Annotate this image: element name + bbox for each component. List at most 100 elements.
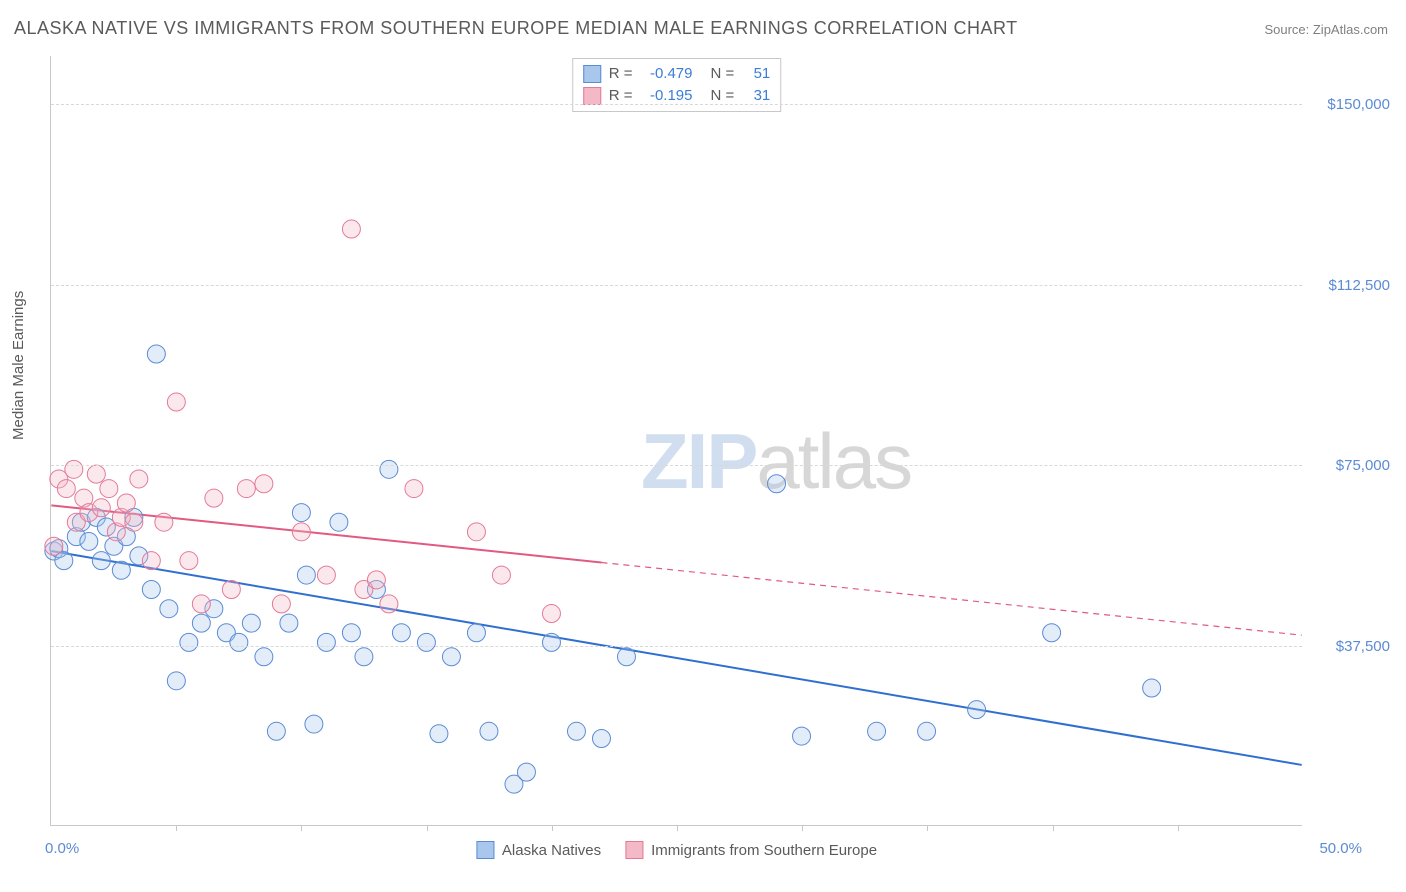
data-point-alaska bbox=[112, 561, 130, 579]
data-point-alaska bbox=[592, 729, 610, 747]
x-tick bbox=[802, 825, 803, 831]
y-tick-label: $75,000 bbox=[1310, 457, 1390, 474]
data-point-seurope bbox=[100, 480, 118, 498]
data-point-seurope bbox=[180, 552, 198, 570]
chart-title: ALASKA NATIVE VS IMMIGRANTS FROM SOUTHER… bbox=[14, 18, 1018, 39]
data-point-alaska bbox=[267, 722, 285, 740]
data-point-alaska bbox=[160, 600, 178, 618]
data-point-alaska bbox=[280, 614, 298, 632]
source-label: Source: ZipAtlas.com bbox=[1264, 22, 1388, 37]
data-point-alaska bbox=[167, 672, 185, 690]
y-axis-label: Median Male Earnings bbox=[10, 291, 27, 440]
stat-r-value: -0.479 bbox=[641, 63, 693, 85]
legend-swatch bbox=[583, 87, 601, 105]
data-point-alaska bbox=[355, 648, 373, 666]
data-point-seurope bbox=[342, 220, 360, 238]
data-point-alaska bbox=[793, 727, 811, 745]
x-tick bbox=[427, 825, 428, 831]
data-point-alaska bbox=[567, 722, 585, 740]
legend-item: Immigrants from Southern Europe bbox=[625, 841, 877, 859]
data-point-seurope bbox=[222, 581, 240, 599]
data-point-alaska bbox=[1143, 679, 1161, 697]
bottom-legend: Alaska Natives Immigrants from Southern E… bbox=[476, 841, 877, 859]
data-point-alaska bbox=[230, 633, 248, 651]
data-point-alaska bbox=[305, 715, 323, 733]
data-point-seurope bbox=[65, 460, 83, 478]
stat-n-value: 51 bbox=[742, 63, 770, 85]
data-point-seurope bbox=[205, 489, 223, 507]
gridline bbox=[51, 285, 1302, 286]
data-point-seurope bbox=[292, 523, 310, 541]
data-point-alaska bbox=[92, 552, 110, 570]
data-point-alaska bbox=[968, 701, 986, 719]
data-point-seurope bbox=[380, 595, 398, 613]
gridline bbox=[51, 104, 1302, 105]
data-point-alaska bbox=[430, 725, 448, 743]
data-point-alaska bbox=[617, 648, 635, 666]
data-point-seurope bbox=[317, 566, 335, 584]
data-point-alaska bbox=[442, 648, 460, 666]
data-point-seurope bbox=[155, 513, 173, 531]
legend-swatch bbox=[625, 841, 643, 859]
y-tick-label: $37,500 bbox=[1310, 638, 1390, 655]
data-point-alaska bbox=[417, 633, 435, 651]
data-point-alaska bbox=[330, 513, 348, 531]
data-point-seurope bbox=[142, 552, 160, 570]
legend-swatch bbox=[476, 841, 494, 859]
data-point-seurope bbox=[367, 571, 385, 589]
stat-n-label: N = bbox=[711, 63, 735, 85]
chart-svg-layer bbox=[51, 56, 1302, 825]
data-point-seurope bbox=[130, 470, 148, 488]
legend-label: Alaska Natives bbox=[502, 842, 601, 859]
data-point-alaska bbox=[180, 633, 198, 651]
data-point-alaska bbox=[868, 722, 886, 740]
data-point-alaska bbox=[342, 624, 360, 642]
data-point-seurope bbox=[117, 494, 135, 512]
gridline bbox=[51, 465, 1302, 466]
data-point-alaska bbox=[480, 722, 498, 740]
regression-line-dash-seurope bbox=[601, 562, 1301, 635]
chart-plot-area: ZIPatlas R =-0.479N =51R =-0.195N =31 0.… bbox=[50, 56, 1302, 826]
x-axis-max-label: 50.0% bbox=[1319, 840, 1362, 857]
data-point-seurope bbox=[57, 480, 75, 498]
x-axis-min-label: 0.0% bbox=[45, 840, 79, 857]
data-point-seurope bbox=[92, 499, 110, 517]
x-tick bbox=[301, 825, 302, 831]
legend-item: Alaska Natives bbox=[476, 841, 601, 859]
data-point-alaska bbox=[147, 345, 165, 363]
data-point-seurope bbox=[542, 605, 560, 623]
data-point-alaska bbox=[80, 532, 98, 550]
data-point-seurope bbox=[45, 537, 63, 555]
data-point-alaska bbox=[918, 722, 936, 740]
data-point-alaska bbox=[255, 648, 273, 666]
x-tick bbox=[1053, 825, 1054, 831]
data-point-alaska bbox=[542, 633, 560, 651]
data-point-seurope bbox=[467, 523, 485, 541]
data-point-seurope bbox=[125, 513, 143, 531]
data-point-alaska bbox=[317, 633, 335, 651]
data-point-seurope bbox=[237, 480, 255, 498]
x-tick bbox=[552, 825, 553, 831]
data-point-alaska bbox=[768, 475, 786, 493]
data-point-alaska bbox=[192, 614, 210, 632]
legend-label: Immigrants from Southern Europe bbox=[651, 842, 877, 859]
data-point-alaska bbox=[392, 624, 410, 642]
data-point-alaska bbox=[380, 460, 398, 478]
stat-r-label: R = bbox=[609, 63, 633, 85]
x-tick bbox=[927, 825, 928, 831]
data-point-seurope bbox=[192, 595, 210, 613]
gridline bbox=[51, 646, 1302, 647]
regression-line-alaska bbox=[51, 551, 1301, 765]
data-point-alaska bbox=[1043, 624, 1061, 642]
y-tick-label: $150,000 bbox=[1310, 96, 1390, 113]
data-point-seurope bbox=[272, 595, 290, 613]
data-point-alaska bbox=[467, 624, 485, 642]
stats-row-alaska: R = -0.479 N = 51 bbox=[583, 63, 771, 85]
legend-swatch bbox=[583, 65, 601, 83]
x-tick bbox=[1178, 825, 1179, 831]
data-point-alaska bbox=[142, 581, 160, 599]
x-tick bbox=[677, 825, 678, 831]
data-point-alaska bbox=[242, 614, 260, 632]
data-point-alaska bbox=[517, 763, 535, 781]
data-point-seurope bbox=[87, 465, 105, 483]
